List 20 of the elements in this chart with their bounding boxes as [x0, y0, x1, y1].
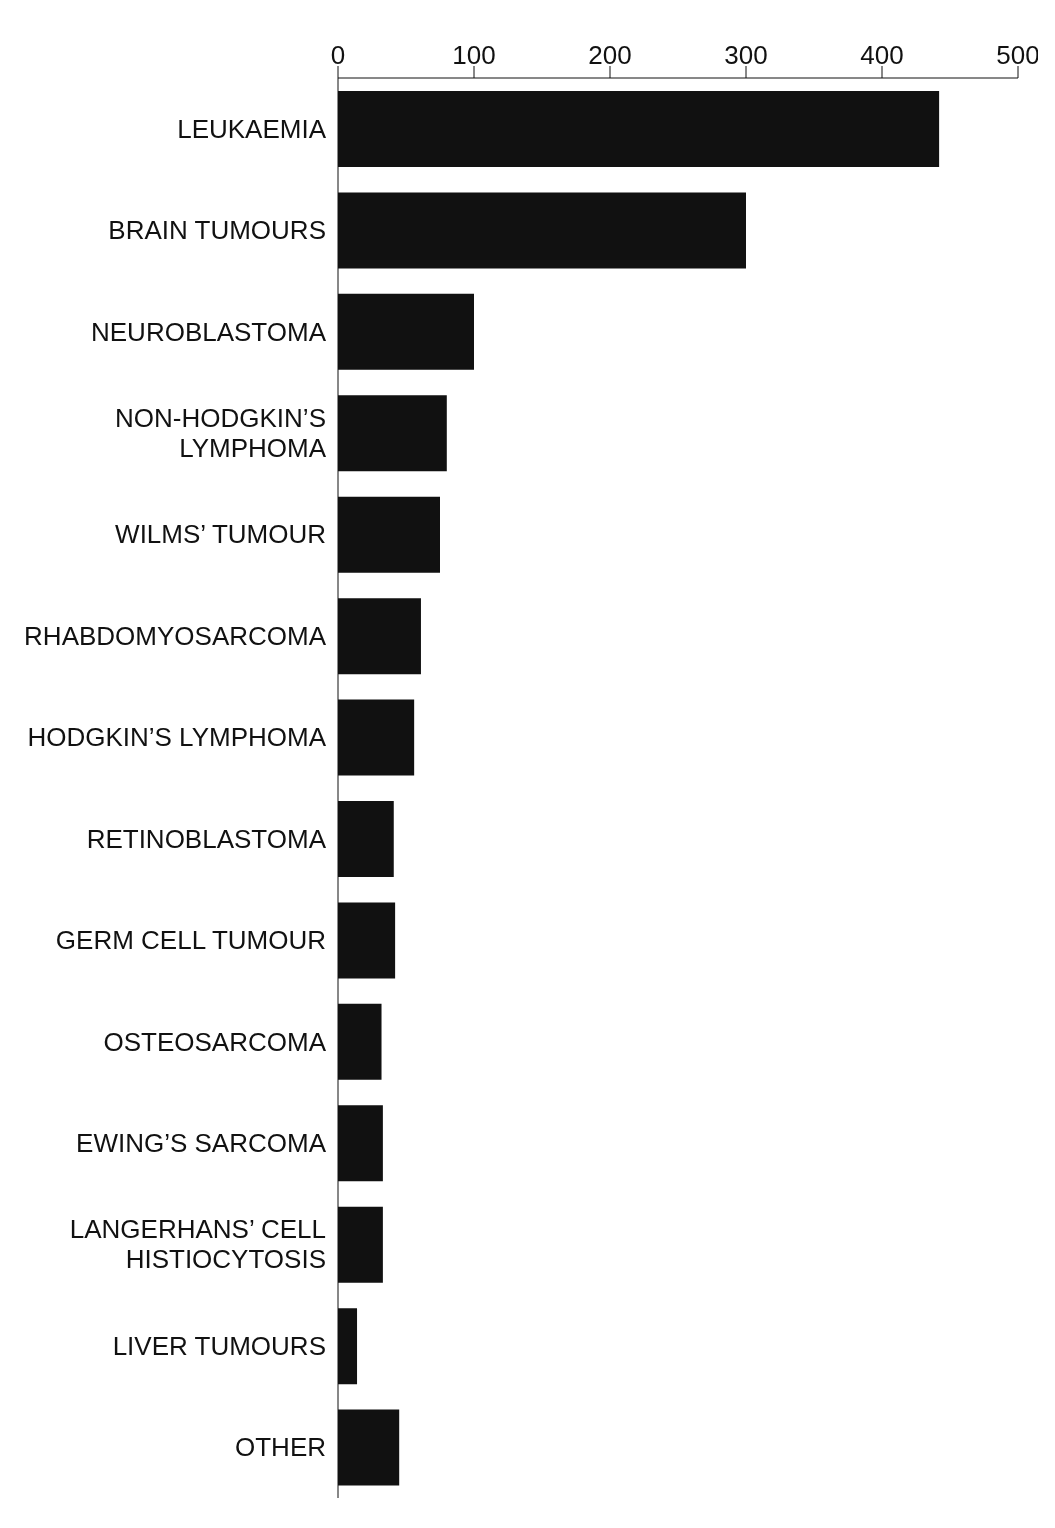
x-tick-label: 100	[452, 40, 496, 70]
x-tick-label: 200	[588, 40, 632, 70]
y-tick-label: OSTEOSARCOMA	[103, 1026, 327, 1057]
x-tick-label: 0	[330, 40, 346, 70]
y-tick-label: LEUKAEMIA	[177, 113, 327, 144]
x-tick-label: 500	[996, 40, 1040, 70]
y-tick-label: EWING’S SARCOMA	[76, 1128, 327, 1158]
x-tick-label: 300	[724, 40, 768, 70]
y-tick-label: NEUROBLASTOMA	[90, 316, 327, 347]
y-tick-label: RETINOBLASTOMA	[86, 823, 327, 854]
x-tick-label: 400	[860, 40, 904, 70]
y-tick-label: NON-HODGKIN’S LYMPHOMA	[115, 403, 327, 463]
y-tick-label: LIVER TUMOURS	[112, 1330, 326, 1361]
y-tick-label: RHABDOMYOSARCOMA	[24, 620, 327, 651]
y-tick-label: BRAIN TUMOURS	[108, 215, 326, 246]
y-tick-label: GERM CELL TUMOUR	[55, 925, 326, 956]
y-tick-label: LANGERHANS’ CELL HISTIOCYTOSIS	[69, 1214, 326, 1275]
y-tick-label: HODGKIN’S LYMPHOMA	[27, 722, 327, 753]
y-tick-label: WILMS’ TUMOUR	[115, 519, 326, 550]
y-tick-label: OTHER	[235, 1432, 326, 1463]
